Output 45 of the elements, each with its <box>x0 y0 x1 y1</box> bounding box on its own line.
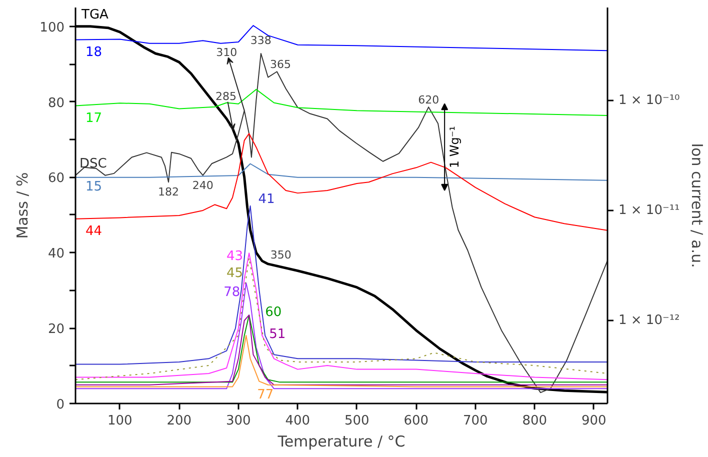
x-tick-label: 500 <box>344 414 370 428</box>
y-tick-label: 20 <box>48 322 65 338</box>
y-tick-label: 80 <box>48 96 65 111</box>
series-label: 77 <box>257 387 274 402</box>
series-label: 41 <box>258 192 275 207</box>
series-label: TGA <box>80 7 109 22</box>
series-label: 51 <box>269 327 286 342</box>
series-label: 15 <box>86 179 102 194</box>
y2-tick-label: 1 × 10⁻¹¹ <box>618 202 680 218</box>
x-tick-label: 800 <box>522 414 548 428</box>
line-series <box>76 205 608 365</box>
series-label: DSC <box>80 156 107 172</box>
annotation: 338 <box>250 34 272 48</box>
annotation: 1 Wg⁻¹ <box>448 126 462 168</box>
x-tick-label: 100 <box>108 414 132 428</box>
y-tick-label: 60 <box>48 171 65 186</box>
x-tick-label: 400 <box>285 414 310 428</box>
series-label: 43 <box>226 249 244 264</box>
series-label: 60 <box>265 305 282 320</box>
annotation: 182 <box>158 186 180 199</box>
y2-axis-title: Ion current / a.u. <box>688 143 706 268</box>
annotation: 310 <box>216 46 238 59</box>
series-label: 18 <box>86 44 102 60</box>
y2-tick-label: 1 × 10⁻¹⁰ <box>618 92 680 108</box>
y-tick-label: 0 <box>56 398 65 412</box>
series-label: 78 <box>224 284 240 300</box>
annotation: 620 <box>418 93 440 106</box>
x-tick-label: 700 <box>462 414 488 428</box>
y2-tick-label: 1 × 10⁻¹² <box>618 312 680 328</box>
series-label: 45 <box>226 266 244 281</box>
series-label: 44 <box>86 224 102 239</box>
series-label: 17 <box>86 110 102 126</box>
annotation: 365 <box>270 58 291 71</box>
x-tick-label: 600 <box>404 414 429 428</box>
x-axis-title: Temperature / °C <box>276 432 406 450</box>
annotation: 285 <box>215 90 236 103</box>
line-series <box>76 282 608 390</box>
y-axis-title: Mass / % <box>14 172 32 239</box>
x-tick-label: 900 <box>581 414 606 428</box>
annotation: 240 <box>192 178 214 192</box>
x-tick-label: 300 <box>226 414 251 428</box>
x-tick-label: 200 <box>166 414 192 428</box>
annotation: 350 <box>270 248 292 262</box>
y-tick-label: 40 <box>48 246 65 262</box>
y-tick-label: 100 <box>40 20 65 36</box>
